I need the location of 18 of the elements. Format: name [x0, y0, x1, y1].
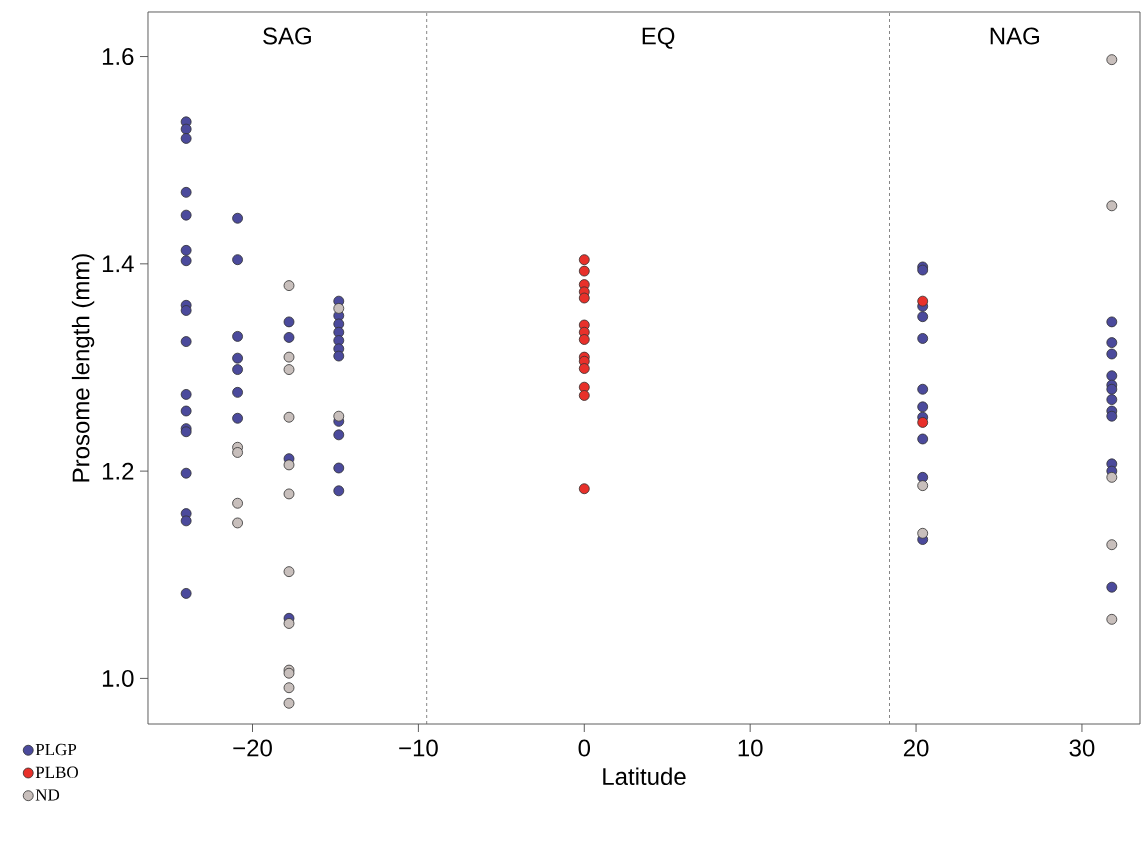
legend-label: ND [35, 789, 60, 801]
annotation: EQ [642, 27, 675, 49]
y-tick-label: 1.0 [102, 669, 134, 687]
annotation: NAG [990, 27, 1039, 45]
x-tick-label: −20 [233, 739, 272, 757]
x-tick-label: 0 [578, 739, 591, 757]
legend-label: PLBO [35, 766, 78, 779]
x-tick-label: 20 [903, 739, 929, 757]
y-tick-label: 1.2 [102, 462, 134, 480]
x-tick-label: 10 [738, 739, 763, 757]
y-axis-title: Prosome length (mm) [71, 254, 95, 482]
x-axis-title: Latitude [603, 767, 686, 786]
y-tick-label: 1.4 [102, 255, 134, 273]
legend-label: PLGP [35, 743, 77, 756]
y-tick-label: 1.6 [102, 48, 134, 66]
x-tick-label: −10 [399, 739, 438, 757]
x-tick-label: 30 [1069, 739, 1095, 757]
annotation: SAG [263, 27, 311, 45]
